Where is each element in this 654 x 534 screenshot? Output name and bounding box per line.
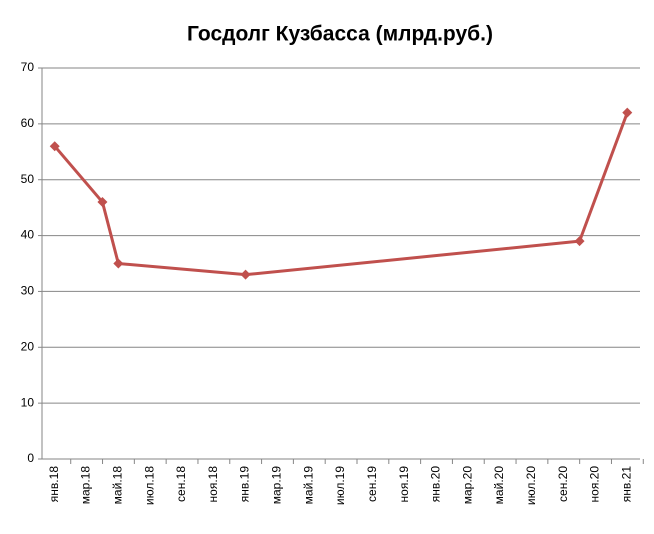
marker — [113, 258, 124, 269]
x-tick-label: янв.20 — [429, 466, 443, 503]
x-tick-label: янв.21 — [619, 466, 633, 503]
x-tick-label: сен.18 — [174, 466, 188, 502]
y-tick-label: 60 — [21, 116, 35, 130]
marker — [622, 107, 633, 118]
x-tick-label: мар.18 — [79, 466, 93, 505]
chart-title: Госдолг Кузбасса (млрд.руб.) — [187, 23, 493, 46]
x-tick-label: янв.19 — [238, 466, 252, 503]
x-tick-label: ноя.18 — [206, 466, 220, 503]
line — [53, 112, 629, 277]
y-tick-label: 40 — [21, 228, 35, 242]
marker — [49, 141, 60, 152]
x-tick-label: янв.18 — [47, 466, 61, 503]
y-tick-label: 70 — [21, 60, 35, 74]
x-tick-label: мар.20 — [460, 466, 474, 505]
y-tick-label: 10 — [21, 395, 35, 409]
x-tick-label: ноя.19 — [397, 466, 411, 503]
y-tick-label: 50 — [21, 172, 35, 186]
x-tick-label: май.20 — [492, 466, 506, 505]
x-tick-label: июл.18 — [142, 466, 156, 505]
marker — [574, 236, 585, 247]
x-tick-label: сен.20 — [556, 466, 570, 502]
marker — [97, 197, 108, 208]
y-tick-label: 0 — [27, 451, 34, 465]
x-tick-label: июл.19 — [333, 466, 347, 505]
x-tick-label: июл.20 — [524, 466, 538, 505]
x-tick-label: май.18 — [111, 466, 125, 505]
x-tick-label: мар.19 — [270, 466, 284, 505]
marker — [240, 269, 251, 280]
x-tick-label: май.19 — [301, 466, 315, 505]
x-tick-label: ноя.20 — [588, 466, 602, 503]
y-tick-label: 20 — [21, 339, 35, 353]
x-tick-label: сен.19 — [365, 466, 379, 502]
y-tick-label: 30 — [21, 284, 35, 298]
